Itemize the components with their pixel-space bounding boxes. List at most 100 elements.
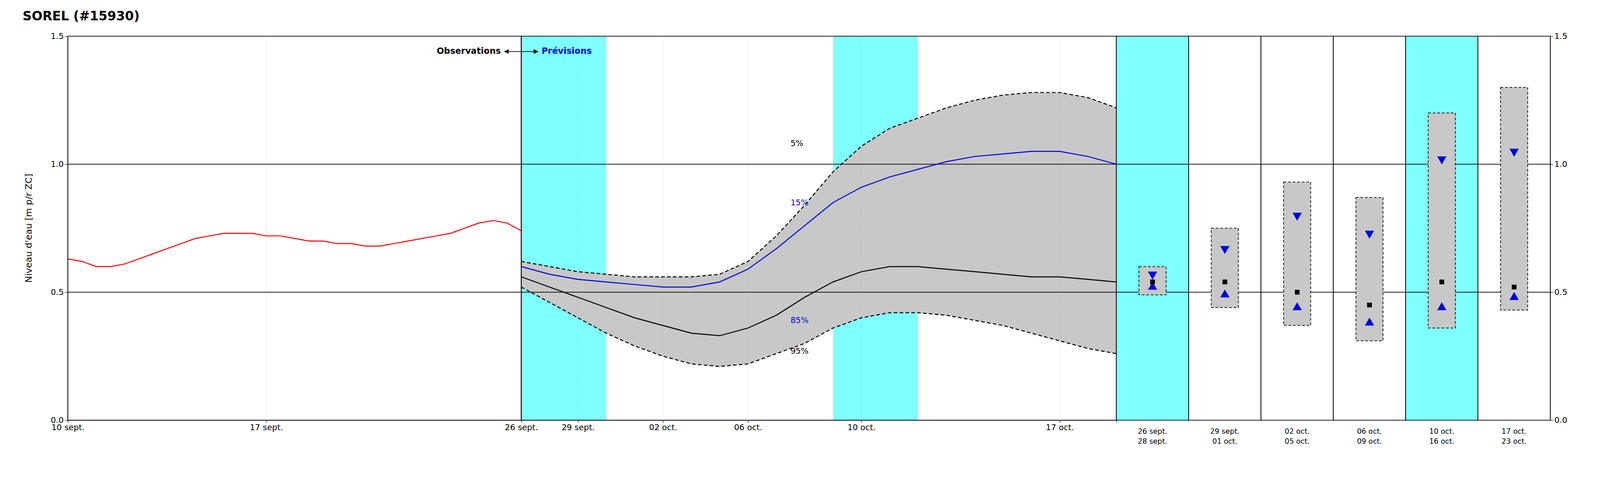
tick-mark (65, 420, 68, 421)
tick-label: 17 oct. (1045, 422, 1074, 432)
tick-label: 1.5 (50, 31, 64, 41)
panel-background (1333, 36, 1406, 421)
tick-label: 1.0 (50, 159, 64, 169)
main-plot: 10 sept.17 sept.26 sept.29 sept.02 oct.0… (23, 31, 1117, 432)
tick: 1.0 (50, 159, 68, 169)
tick: 0.5 (50, 287, 68, 297)
panel-frame (1116, 36, 1189, 421)
grid-line (67, 164, 1117, 165)
panel-background (1260, 36, 1334, 421)
tick-label: 0.0 (50, 415, 64, 425)
tick-label: 1.0 (1554, 159, 1568, 169)
tick: 06 oct. (734, 420, 763, 432)
panel-frame (1477, 36, 1551, 421)
y-axis: 0.0 0.5 1.0 1.5 (50, 31, 68, 425)
panel-background (1405, 36, 1478, 421)
p15-marker (1509, 148, 1519, 157)
grid-line (265, 36, 267, 421)
plot-area (67, 36, 1117, 421)
category-label: 02 oct.05 oct. (1284, 426, 1310, 446)
grid-line (67, 292, 1117, 293)
median-marker (1511, 284, 1517, 289)
grid-line (577, 36, 579, 421)
x-axis: 10 sept.17 sept.26 sept.29 sept.02 oct.0… (51, 420, 1117, 432)
tick: 1.5 (1550, 31, 1568, 41)
panel: 29 sept.01 oct. (1188, 36, 1261, 446)
grid-line (747, 36, 749, 421)
panel: 06 oct.09 oct. (1333, 36, 1406, 446)
tick: 17 oct. (1045, 420, 1074, 432)
axis-line (65, 36, 69, 421)
grid-line (1116, 164, 1189, 165)
panel-area (1260, 36, 1334, 421)
reference-line (67, 291, 1117, 293)
category-label: 10 oct.16 oct. (1429, 426, 1454, 446)
tick-mark (1550, 420, 1553, 421)
range-box (1355, 197, 1383, 341)
median-marker (1222, 279, 1228, 284)
p15-marker (1147, 271, 1157, 280)
tick-mark (1550, 36, 1553, 37)
series-line (521, 266, 1117, 336)
tick-label: 10 oct. (847, 422, 876, 432)
panel-area (1188, 36, 1261, 421)
p15-marker (1364, 230, 1374, 239)
forecast-start-line (520, 36, 522, 421)
category-label: 26 sept.28 sept. (1137, 426, 1168, 446)
tick: 0.5 (1550, 287, 1568, 297)
reference-line (1188, 163, 1261, 165)
panel-frame (1405, 36, 1478, 421)
annotation: Prévisions (541, 45, 592, 56)
grid-line (662, 36, 664, 421)
panel: 17 oct.23 oct.0.00.51.01.5 (1477, 31, 1568, 446)
grid-line (520, 36, 522, 421)
median-marker (1439, 279, 1445, 284)
panel-area (1333, 36, 1406, 421)
band (521, 36, 607, 421)
reference-line (1333, 163, 1406, 165)
tick: 1.0 (1550, 159, 1568, 169)
panel: 02 oct.05 oct. (1260, 36, 1334, 446)
tick: 26 sept. (505, 420, 539, 432)
p85-marker (1364, 317, 1374, 326)
panel-frame (1260, 36, 1334, 421)
chart: SOREL (#15930)10 sept.17 sept.26 sept.29… (0, 0, 1600, 479)
tick-label: 29 sept. (561, 422, 595, 432)
tick-label: 0.5 (50, 287, 64, 297)
tick: 10 oct. (847, 420, 876, 432)
tick: 0.0 (1550, 415, 1568, 425)
tick-label: 06 oct. (734, 422, 763, 432)
p15-marker (1220, 245, 1230, 255)
series-line (521, 151, 1117, 288)
panel-area (1116, 36, 1189, 421)
tick: 02 oct. (649, 420, 678, 432)
panel-frame (1333, 36, 1406, 421)
category-label: 06 oct.09 oct. (1356, 426, 1382, 446)
range-box (1138, 266, 1166, 295)
panel-background (1477, 36, 1551, 421)
tick: 29 sept. (561, 420, 595, 432)
reference-line (1260, 163, 1334, 165)
median-marker (1367, 302, 1372, 307)
y-axis-right: 0.0 0.5 1.0 1.5 (1550, 31, 1568, 425)
p15-marker (1292, 212, 1302, 221)
panel: 26 sept.28 sept. (1116, 36, 1189, 446)
axis-line (1550, 36, 1554, 421)
grid-line (1188, 164, 1261, 165)
p15-marker (1437, 156, 1447, 165)
tick: 0.0 (50, 415, 68, 425)
y-axis-title: Niveau d'eau [m p/r ZC] (23, 173, 34, 283)
tick-label: 0.5 (1554, 287, 1568, 297)
p85-marker (1509, 292, 1519, 301)
tick-label: 26 sept. (505, 422, 539, 432)
reference-line (1116, 163, 1189, 165)
median-marker (1294, 289, 1300, 295)
tick-mark (65, 36, 68, 37)
tick-mark (65, 292, 68, 293)
grid-line (1059, 36, 1060, 421)
median-marker (1150, 279, 1155, 284)
category-label: 29 sept.01 oct. (1210, 426, 1240, 446)
title: SOREL (#15930) (22, 8, 140, 24)
tick: 17 sept. (250, 420, 284, 432)
panel-background (1116, 36, 1189, 421)
